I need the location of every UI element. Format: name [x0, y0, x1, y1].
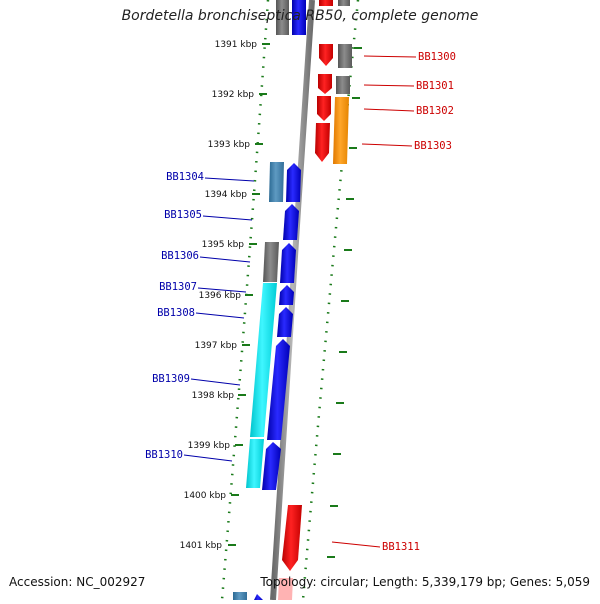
gene-label-bb1301[interactable]: BB1301 — [416, 80, 454, 92]
gene-bb1301-shape[interactable] — [318, 74, 332, 94]
gene-label-bb1302[interactable]: BB1302 — [416, 105, 454, 117]
reverse-leader-lines — [183, 177, 255, 462]
genome-backbone — [270, 0, 315, 601]
gene-top-blue — [292, 0, 306, 35]
genome-summary-label: Topology: circular; Length: 5,339,179 bp… — [260, 575, 590, 589]
scale-label-1398: 1398 kbp — [192, 391, 235, 401]
gene-bb1300-shape[interactable] — [319, 44, 333, 66]
scale-label-1399: 1399 kbp — [188, 441, 231, 451]
outer-major-ticks — [327, 47, 362, 558]
accession-label: Accession: NC_002927 — [9, 575, 146, 589]
gene-bb1304-shape[interactable] — [286, 163, 301, 202]
gene-bb1302-shape[interactable] — [317, 96, 331, 121]
scale-label-1396: 1396 kbp — [199, 291, 242, 301]
gene-bb1301-grey — [336, 76, 350, 94]
gene-bb1306-shape[interactable] — [280, 243, 296, 283]
gene-bb1310-cyan[interactable] — [246, 439, 264, 488]
gene-bb1309-shape[interactable] — [267, 339, 290, 440]
scale-label-1395: 1395 kbp — [202, 240, 245, 250]
gene-bb1300-grey — [338, 44, 352, 68]
gene-label-bb1310[interactable]: BB1310 — [145, 449, 183, 461]
gene-bb1305-shape[interactable] — [283, 204, 299, 240]
gene-label-bb1304[interactable]: BB1304 — [166, 171, 204, 183]
feature-grey-top — [338, 0, 350, 6]
forward-strand-features — [278, 0, 352, 600]
gene-bb1307-shape[interactable] — [279, 285, 294, 305]
forward-leader-lines — [331, 55, 417, 548]
gene-label-bb1300[interactable]: BB1300 — [418, 51, 456, 63]
reverse-gene-labels: BB1304 BB1305 BB1306 BB1307 BB1308 BB130… — [145, 171, 204, 461]
gene-bottom-blue — [254, 594, 263, 600]
gene-bb1310-shape[interactable] — [262, 442, 281, 490]
gene-label-bb1303[interactable]: BB1303 — [414, 140, 452, 152]
scale-labels: 1391 kbp 1392 kbp 1393 kbp 1394 kbp 1395… — [180, 40, 258, 551]
gene-bb1308-shape[interactable] — [277, 307, 293, 337]
gene-bb1311-faint — [278, 578, 293, 600]
map-title: Bordetella bronchiseptica RB50, complete… — [121, 8, 479, 24]
gene-label-bb1311[interactable]: BB1311 — [382, 541, 420, 553]
gene-bb1303-shape[interactable] — [315, 123, 330, 162]
gene-bb1300[interactable] — [319, 0, 333, 6]
inner-ruler-track — [220, 0, 270, 601]
feature-grey-top-left — [276, 0, 289, 35]
gene-bb1311-shape[interactable] — [282, 505, 302, 571]
gene-bb1309-cyan[interactable] — [250, 283, 277, 437]
scale-label-1391: 1391 kbp — [215, 40, 258, 50]
gene-label-bb1307[interactable]: BB1307 — [159, 281, 197, 293]
scale-label-1393: 1393 kbp — [208, 140, 251, 150]
reverse-strand-features — [233, 0, 306, 600]
scale-label-1397: 1397 kbp — [195, 341, 238, 351]
inner-major-ticks — [228, 43, 270, 546]
gene-bb1302-orange — [333, 97, 349, 164]
scale-label-1401: 1401 kbp — [180, 541, 223, 551]
gene-bottom-steel — [233, 592, 247, 600]
gene-label-bb1306[interactable]: BB1306 — [161, 250, 199, 262]
gene-label-bb1305[interactable]: BB1305 — [164, 209, 202, 221]
gene-bb1306-grey[interactable] — [263, 242, 279, 282]
scale-label-1392: 1392 kbp — [212, 90, 255, 100]
scale-label-1400: 1400 kbp — [184, 491, 227, 501]
gene-bb1304-steel[interactable] — [269, 162, 284, 202]
gene-label-bb1308[interactable]: BB1308 — [157, 307, 195, 319]
gene-label-bb1309[interactable]: BB1309 — [152, 373, 190, 385]
forward-gene-labels: BB1300 BB1301 BB1302 BB1303 BB1311 — [382, 51, 456, 553]
scale-label-1394: 1394 kbp — [205, 190, 248, 200]
